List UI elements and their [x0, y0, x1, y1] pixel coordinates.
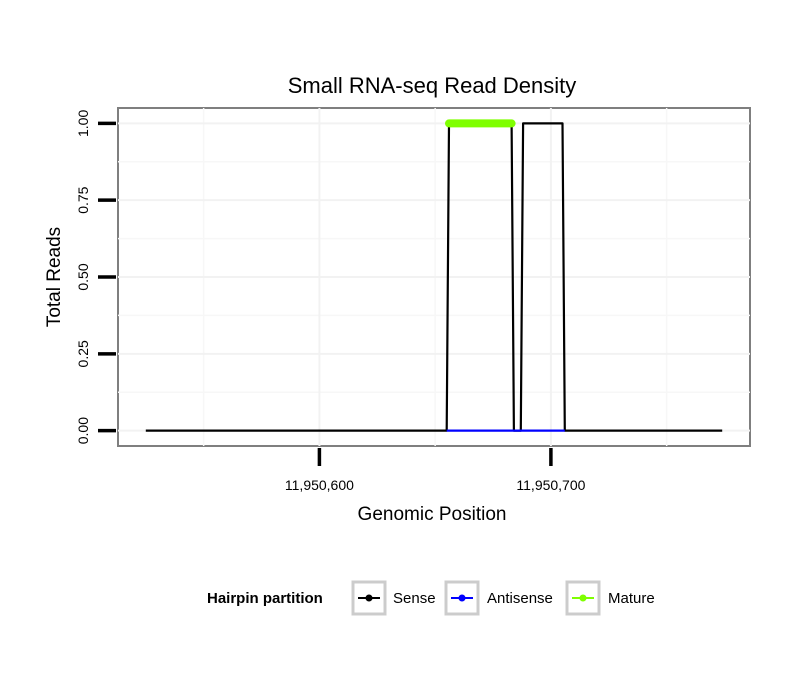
x-axis: 11,950,600 11,950,700	[285, 448, 586, 493]
legend-label: Sense	[393, 590, 436, 607]
x-axis-title: Genomic Position	[358, 504, 507, 525]
legend: Hairpin partition Sense Antisense Mature	[207, 580, 655, 616]
legend-label: Antisense	[487, 590, 553, 607]
x-tick-label: 11,950,700	[516, 477, 585, 493]
y-tick-label: 0.50	[75, 263, 91, 290]
x-tick-label: 11,950,600	[285, 477, 354, 493]
legend-items: Sense Antisense Mature	[351, 580, 655, 616]
y-tick-label: 0.00	[75, 417, 91, 444]
y-axis: 0.00 0.25 0.50 0.75 1.00	[75, 110, 116, 444]
series-layer	[145, 119, 723, 432]
legend-key-point	[365, 594, 373, 602]
y-tick-label: 0.25	[75, 340, 91, 367]
legend-item-antisense: Antisense	[444, 580, 553, 616]
legend-key-point	[458, 594, 466, 602]
legend-item-mature: Mature	[565, 580, 655, 616]
legend-item-sense: Sense	[351, 580, 436, 616]
chart-title: Small RNA-seq Read Density	[288, 73, 577, 98]
legend-title: Hairpin partition	[207, 590, 323, 607]
legend-key-point	[579, 594, 587, 602]
legend-label: Mature	[608, 590, 655, 607]
y-tick-label: 0.75	[75, 186, 91, 213]
y-tick-label: 1.00	[75, 110, 91, 137]
y-axis-title: Total Reads	[44, 227, 65, 327]
plot-panel	[117, 107, 751, 447]
